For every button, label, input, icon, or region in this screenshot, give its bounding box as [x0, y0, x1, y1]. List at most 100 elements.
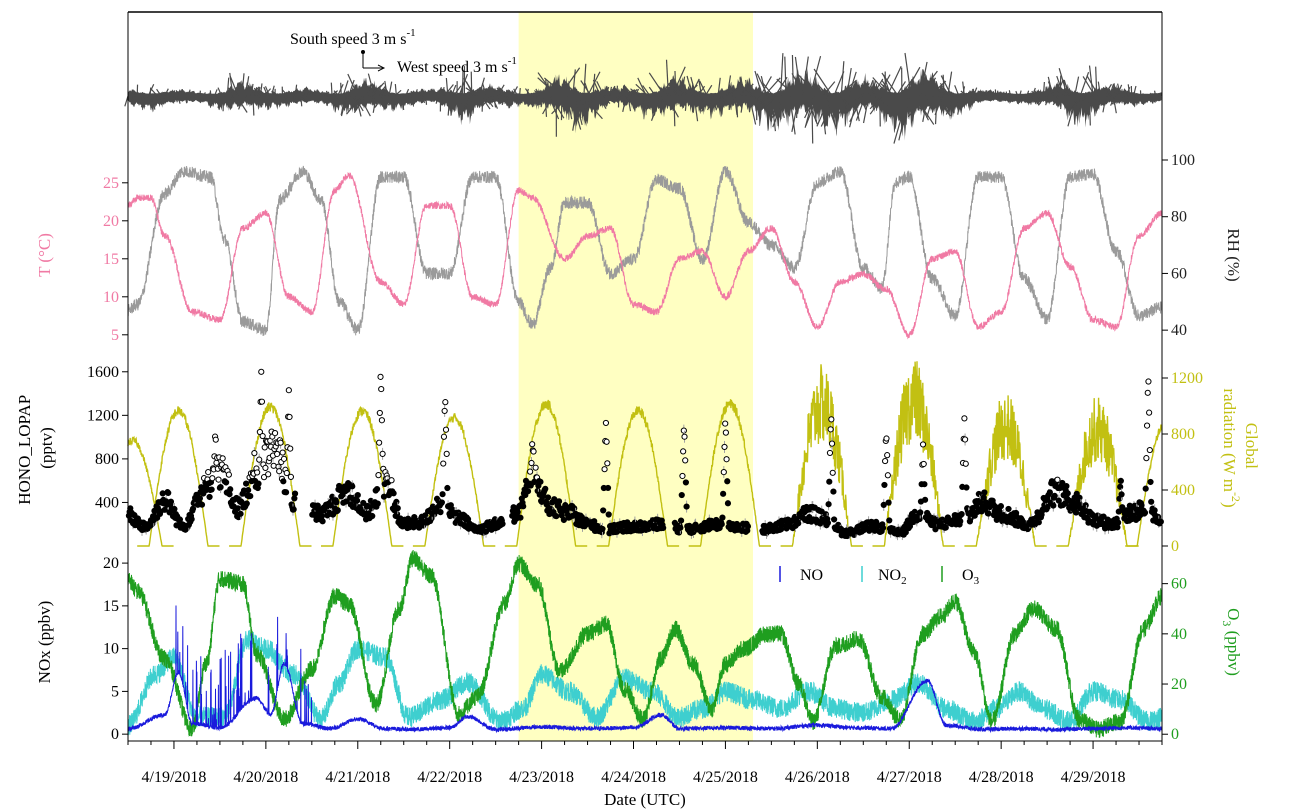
wind-vector: [648, 72, 666, 97]
wind-vector: [257, 95, 263, 108]
wind-vector: [264, 86, 271, 97]
wind-vector: [820, 95, 837, 127]
wind-vector: [645, 95, 653, 112]
radiation-series: [229, 402, 312, 547]
wind-vector: [294, 84, 298, 97]
rh-axis-label: RH (%): [1224, 228, 1243, 281]
wind-vector: [210, 95, 219, 103]
t-axis-label: T (°C): [35, 233, 54, 277]
hono-point: [721, 443, 728, 451]
wind-vector: [651, 95, 664, 114]
wind-vector: [648, 86, 657, 97]
wind-vector: [914, 95, 935, 125]
hono-point: [605, 511, 612, 518]
south-speed-text: South speed 3 m s: [290, 31, 406, 48]
wind-vector: [518, 88, 521, 97]
wind-vector: [934, 95, 938, 125]
wind-vector: [425, 95, 428, 105]
wind-vector: [496, 84, 505, 97]
wind-vector: [665, 59, 670, 97]
wind-vector: [1045, 95, 1050, 106]
wind-vector: [650, 95, 662, 121]
wind-vector: [436, 86, 443, 97]
wind-vector: [855, 95, 866, 121]
hono-point: [1145, 378, 1152, 385]
hono-point: [527, 482, 534, 489]
legend-label-no2: NO2: [878, 567, 907, 587]
legend-label-no2-base: NO: [878, 567, 901, 584]
wind-vector: [383, 86, 392, 97]
wind-vector: [1008, 90, 1011, 97]
wind-vector: [872, 77, 890, 97]
wind-vector: [366, 83, 372, 97]
hono-point: [720, 490, 727, 497]
hono-point: [1046, 489, 1053, 496]
wind-vector: [1132, 85, 1137, 97]
wind-vector: [353, 95, 364, 112]
wind-vector: [622, 95, 627, 113]
wind-vector: [1031, 90, 1037, 97]
hono-point: [604, 484, 612, 492]
wind-vector: [394, 83, 397, 97]
wind-vector: [1118, 95, 1123, 102]
wind-vector: [282, 89, 289, 97]
wind-vector: [598, 95, 607, 109]
hono-point: [532, 464, 539, 471]
hono-point: [604, 460, 611, 467]
wind-vector: [789, 95, 796, 135]
hono-point: [354, 491, 361, 499]
wind-panel: [124, 52, 1162, 144]
hono-point: [602, 419, 610, 427]
wind-vector: [574, 95, 583, 126]
wind-vector: [804, 95, 817, 119]
wind-vector: [971, 88, 978, 97]
hono-point: [270, 462, 277, 469]
hono-point: [234, 505, 241, 512]
hono-point: [1146, 409, 1153, 416]
wind-vector: [635, 83, 649, 97]
wind-vector: [340, 82, 342, 97]
hono-point: [528, 459, 535, 467]
wind-vector: [254, 87, 258, 97]
wind-vector: [302, 95, 307, 102]
wind-vector: [421, 95, 426, 104]
wind-vector: [862, 95, 870, 124]
hono-point: [1063, 482, 1070, 490]
radiation-series: [127, 435, 174, 547]
wind-vector: [916, 95, 929, 121]
wind-vector: [263, 86, 269, 97]
hono-point: [677, 517, 685, 524]
wind-vector: [988, 95, 991, 101]
wind-vector: [335, 95, 342, 102]
wind-vector: [175, 95, 178, 103]
wind-vector: [613, 95, 622, 102]
hono-point: [828, 416, 835, 423]
hono-point: [882, 457, 889, 465]
wind-vector: [835, 95, 853, 119]
radiation-series: [137, 406, 220, 547]
wind-vector: [171, 95, 175, 104]
hono-point: [353, 497, 361, 504]
wind-vector: [484, 95, 494, 108]
hono-point: [1142, 485, 1149, 492]
wind-vector: [309, 89, 313, 97]
hono-point: [997, 503, 1005, 510]
hono-point: [209, 475, 216, 482]
wind-vector: [226, 77, 230, 97]
hono-tick-label: 400: [95, 494, 119, 511]
hono-point: [243, 500, 250, 507]
wind-vector: [337, 84, 344, 97]
wind-vector: [395, 95, 401, 108]
wind-vector: [627, 95, 632, 112]
hono-point: [660, 524, 667, 532]
wind-vector: [435, 95, 440, 104]
wind-vector: [1072, 95, 1076, 125]
wind-vector: [340, 95, 346, 116]
wind-scale-arrows: [361, 50, 386, 72]
wind-vector: [1142, 95, 1146, 99]
hono-point: [553, 513, 560, 520]
hono-point: [591, 518, 598, 525]
hono-point: [287, 473, 295, 481]
wind-vector: [129, 91, 136, 97]
hono-point: [247, 493, 254, 500]
